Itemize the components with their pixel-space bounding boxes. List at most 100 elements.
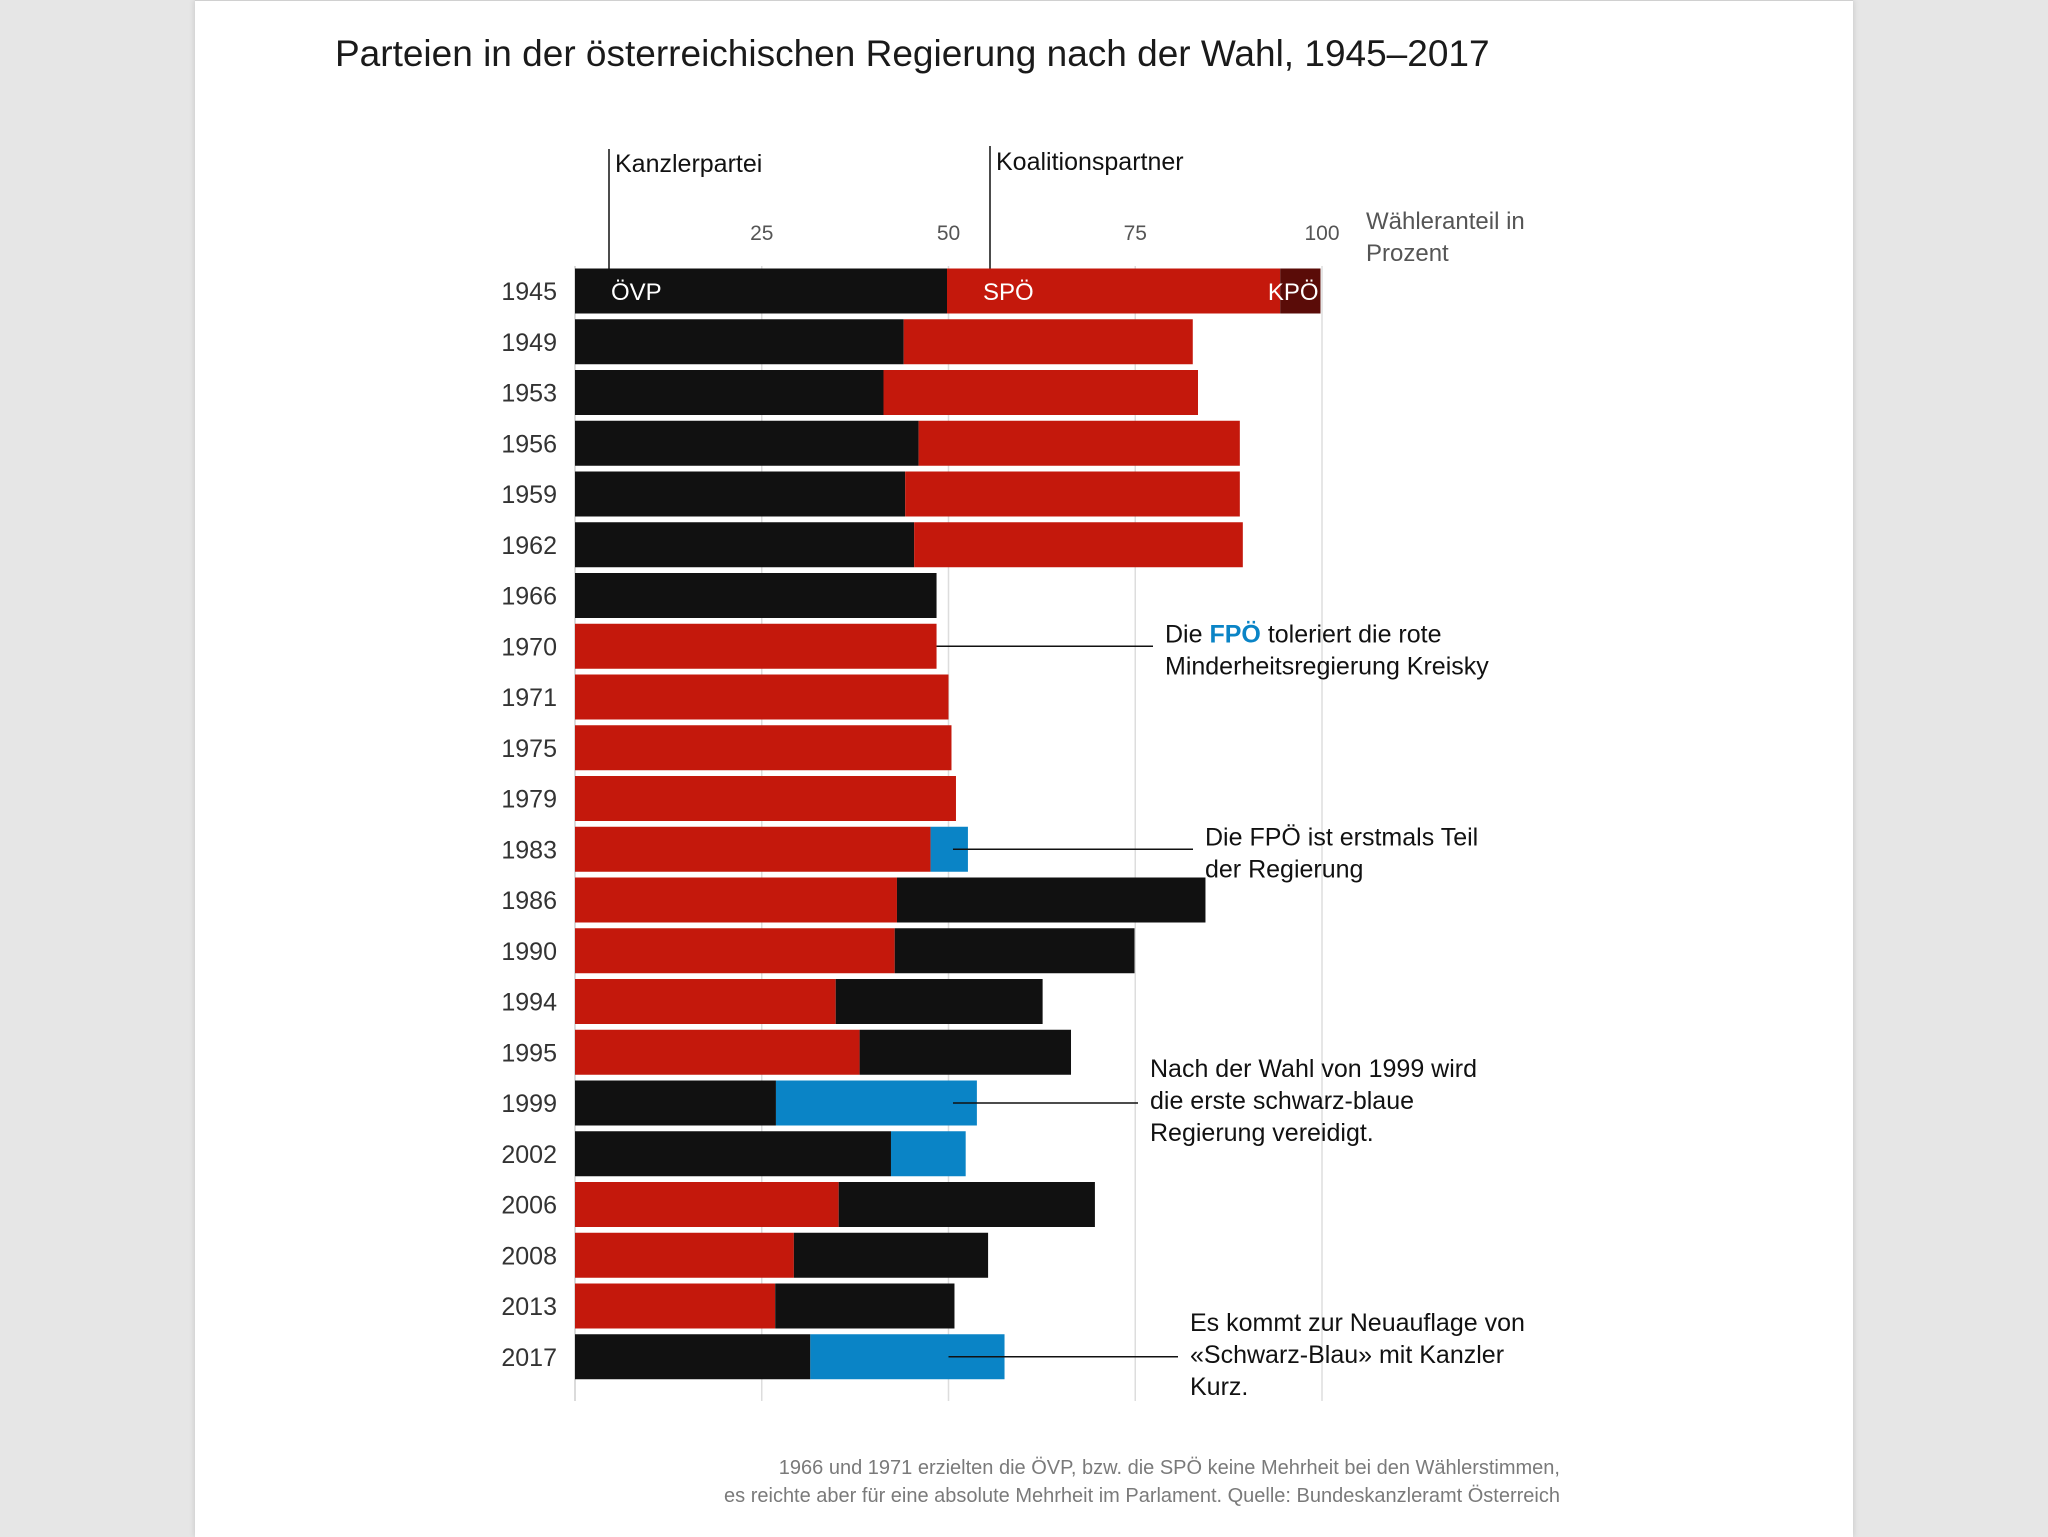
footnote-line-1: 1966 und 1971 erzielten die ÖVP, bzw. di… (779, 1457, 1560, 1479)
year-label-1953: 1953 (501, 380, 557, 408)
annotation-text-span: der Regierung (1205, 855, 1363, 883)
bar-1983-spoe (575, 826, 931, 872)
bar-label-spoe: SPÖ (983, 279, 1034, 306)
chart-title: Parteien in der österreichischen Regieru… (335, 33, 1490, 74)
bar-1953-spoe (883, 370, 1198, 415)
x-axis-ticks: 25 50 75 100 (750, 222, 1339, 245)
bar-1990-oevp (894, 928, 1135, 974)
annotation-text-span: «Schwarz-Blau» mit Kanzler (1190, 1341, 1504, 1369)
coalition-partner-header: Koalitionspartner (996, 148, 1184, 176)
bar-1945-oevp (575, 268, 948, 314)
annotation-text-span: Minderheitsregierung Kreisky (1165, 652, 1489, 680)
bar-2013-spoe (575, 1283, 776, 1329)
year-label-1959: 1959 (501, 481, 557, 509)
annotation-text-span: Die (1165, 620, 1209, 648)
bar-1986-spoe (575, 877, 897, 923)
annotation-text-span: Regierung vereidigt. (1150, 1119, 1374, 1147)
bar-2008-oevp (793, 1232, 989, 1278)
year-label-2013: 2013 (501, 1293, 557, 1321)
bar-1975-spoe (575, 725, 952, 771)
year-label-1986: 1986 (501, 887, 557, 915)
bars (575, 268, 1321, 1380)
annotation-text-span: toleriert die rote (1261, 620, 1442, 648)
annotation-text-span: die erste schwarz-blaue (1150, 1087, 1414, 1115)
bar-1949-oevp (575, 319, 904, 365)
bar-2008-spoe (575, 1232, 794, 1278)
bar-2002-oevp (575, 1131, 891, 1177)
annotation-text-span: Die FPÖ ist erstmals Teil (1205, 823, 1478, 851)
bar-1949-spoe (903, 319, 1193, 365)
bar-1999-oevp (575, 1080, 776, 1126)
annotation-2017-line-3: Kurz. (1190, 1373, 1248, 1401)
bar-1986-oevp (896, 877, 1206, 923)
year-label-1970: 1970 (501, 633, 557, 661)
year-label-1975: 1975 (501, 735, 557, 763)
year-label-1945: 1945 (501, 278, 557, 306)
annotation-1999-line-1: Nach der Wahl von 1999 wird (1150, 1055, 1477, 1083)
chart-svg: Parteien in der österreichischen Regieru… (335, 33, 1560, 1507)
bar-2002-fpoe (890, 1131, 966, 1177)
annotation-1970-line-2: Minderheitsregierung Kreisky (1165, 652, 1489, 680)
bar-1945-spoe (947, 268, 1281, 314)
chancellor-party-header: Kanzlerpartei (615, 150, 762, 178)
footnote-line-2: es reichte aber für eine absolute Mehrhe… (724, 1485, 1560, 1507)
year-label-1979: 1979 (501, 786, 557, 814)
x-axis-label-line-2: Prozent (1366, 240, 1449, 267)
year-label-1962: 1962 (501, 532, 557, 560)
bar-1979-spoe (575, 776, 956, 821)
bar-2006-oevp (838, 1182, 1095, 1227)
annotation-text-span: Kurz. (1190, 1373, 1248, 1401)
bar-1959-oevp (575, 471, 906, 517)
annotations: Die FPÖ toleriert die rote Minderheitsreg… (936, 619, 1525, 1401)
bar-party-labels: ÖVP SPÖ KPÖ (611, 279, 1319, 306)
bar-1962-oevp (575, 522, 915, 568)
year-label-1966: 1966 (501, 583, 557, 611)
year-label-1983: 1983 (501, 836, 557, 864)
x-tick-label-75: 75 (1124, 222, 1147, 245)
bar-1945-kpoe (1280, 268, 1321, 314)
bar-1999-fpoe (775, 1080, 977, 1126)
bar-1956-oevp (575, 420, 919, 466)
annotation-2017-line-1: Es kommt zur Neuauflage von (1190, 1309, 1525, 1337)
year-label-2008: 2008 (501, 1242, 557, 1270)
bar-1962-spoe (914, 522, 1243, 568)
bar-1995-spoe (575, 1029, 860, 1075)
bar-1959-spoe (905, 471, 1240, 517)
annotation-1983-line-1: Die FPÖ ist erstmals Teil (1205, 823, 1478, 851)
bar-1956-spoe (918, 420, 1240, 466)
bar-1990-spoe (575, 928, 895, 974)
annotation-text-span: Es kommt zur Neuauflage von (1190, 1309, 1525, 1337)
year-label-1949: 1949 (501, 329, 557, 357)
bar-1994-spoe (575, 979, 836, 1024)
bar-1995-oevp (859, 1029, 1072, 1075)
annotation-highlight-fpoe: FPÖ (1209, 619, 1260, 648)
x-axis-label-line-1: Wähleranteil in (1366, 208, 1525, 235)
y-axis-year-labels: 1945 1949 1953 1956 1959 1962 1966 1970 1971 1975… (501, 278, 557, 1372)
annotation-text-span: Nach der Wahl von 1999 wird (1150, 1055, 1477, 1083)
annotation-1970-line-1: Die FPÖ toleriert die rote (1165, 619, 1442, 648)
bar-2013-oevp (775, 1283, 955, 1329)
year-label-1995: 1995 (501, 1039, 557, 1067)
year-label-2017: 2017 (501, 1344, 557, 1372)
bar-1966-oevp (575, 573, 937, 618)
x-tick-label-100: 100 (1304, 222, 1339, 245)
x-tick-label-25: 25 (750, 222, 773, 245)
annotation-1983-line-2: der Regierung (1205, 855, 1363, 883)
year-label-1956: 1956 (501, 430, 557, 458)
bar-2006-spoe (575, 1182, 839, 1227)
bar-1971-spoe (575, 674, 949, 720)
bar-label-oevp: ÖVP (611, 279, 662, 306)
annotation-1999-line-2: die erste schwarz-blaue (1150, 1087, 1414, 1115)
bar-1953-oevp (575, 370, 884, 415)
bar-label-kpoe: KPÖ (1268, 279, 1319, 306)
bar-2017-oevp (575, 1334, 811, 1380)
year-label-1994: 1994 (501, 989, 557, 1017)
annotation-1999-line-3: Regierung vereidigt. (1150, 1119, 1374, 1147)
year-label-1990: 1990 (501, 938, 557, 966)
year-label-2002: 2002 (501, 1141, 557, 1169)
bar-1994-oevp (835, 979, 1043, 1024)
year-label-2006: 2006 (501, 1192, 557, 1220)
year-label-1999: 1999 (501, 1090, 557, 1118)
x-tick-label-50: 50 (937, 222, 960, 245)
annotation-2017-line-2: «Schwarz-Blau» mit Kanzler (1190, 1341, 1504, 1369)
